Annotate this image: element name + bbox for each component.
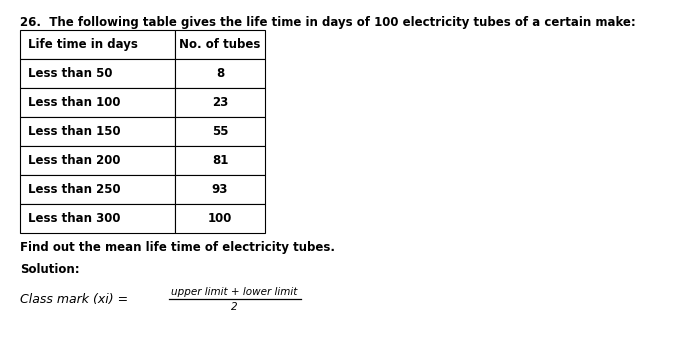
Text: Class mark (xi) =: Class mark (xi) =	[20, 292, 132, 306]
Text: Solution:: Solution:	[20, 263, 80, 276]
Bar	[20, 204, 175, 233]
Text: Find out the mean life time of electricity tubes.: Find out the mean life time of electrici…	[20, 241, 335, 254]
Bar	[20, 117, 175, 146]
Bar	[175, 30, 265, 59]
Text: upper limit + lower limit: upper limit + lower limit	[172, 287, 298, 297]
Bar	[175, 204, 265, 233]
Text: Life time in days: Life time in days	[28, 38, 138, 51]
Bar	[20, 30, 175, 59]
Text: 93: 93	[212, 183, 228, 196]
Text: No. of tubes: No. of tubes	[179, 38, 261, 51]
Text: Less than 100: Less than 100	[28, 96, 120, 109]
Text: 81: 81	[212, 154, 228, 167]
Text: 100: 100	[208, 212, 232, 225]
Text: 2: 2	[231, 302, 238, 312]
Bar	[175, 175, 265, 204]
Bar	[175, 146, 265, 175]
Text: 23: 23	[212, 96, 228, 109]
Text: Less than 200: Less than 200	[28, 154, 120, 167]
Bar	[20, 175, 175, 204]
Text: 55: 55	[212, 125, 228, 138]
Bar	[175, 59, 265, 88]
Text: 8: 8	[216, 67, 224, 80]
Bar	[20, 88, 175, 117]
Bar	[20, 59, 175, 88]
Text: Less than 50: Less than 50	[28, 67, 113, 80]
Bar	[175, 88, 265, 117]
Bar	[20, 146, 175, 175]
Text: Less than 150: Less than 150	[28, 125, 121, 138]
Text: 26.  The following table gives the life time in days of 100 electricity tubes of: 26. The following table gives the life t…	[20, 16, 636, 29]
Text: Less than 300: Less than 300	[28, 212, 120, 225]
Text: Less than 250: Less than 250	[28, 183, 121, 196]
Bar	[175, 117, 265, 146]
